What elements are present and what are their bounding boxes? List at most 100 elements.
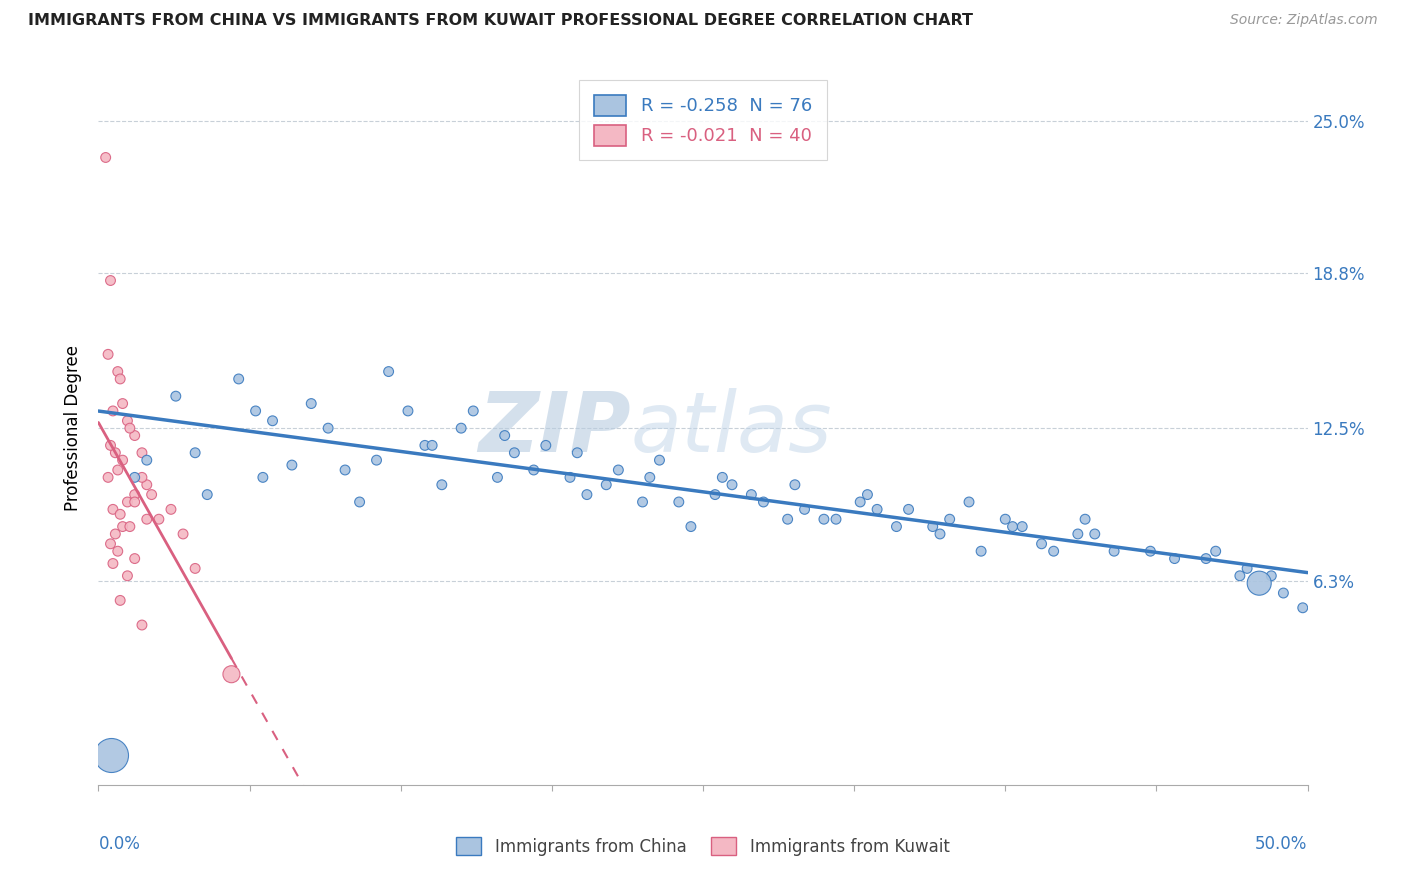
Point bbox=[486, 470, 509, 484]
Point bbox=[131, 470, 153, 484]
Point bbox=[921, 519, 943, 533]
Point bbox=[1292, 600, 1315, 615]
Point bbox=[396, 404, 419, 418]
Point bbox=[679, 519, 702, 533]
Point bbox=[711, 470, 734, 484]
Point bbox=[131, 446, 153, 460]
Text: ZIP: ZIP bbox=[478, 388, 630, 468]
Point bbox=[141, 487, 163, 501]
Point bbox=[111, 396, 134, 410]
Point bbox=[104, 527, 127, 541]
Legend: Immigrants from China, Immigrants from Kuwait: Immigrants from China, Immigrants from K… bbox=[450, 830, 956, 863]
Point bbox=[938, 512, 960, 526]
Text: 0.0%: 0.0% bbox=[98, 835, 141, 853]
Point bbox=[184, 446, 207, 460]
Point bbox=[100, 438, 122, 452]
Point bbox=[1001, 519, 1024, 533]
Point bbox=[1229, 569, 1251, 583]
Point bbox=[118, 421, 141, 435]
Point bbox=[228, 372, 250, 386]
Point bbox=[108, 508, 131, 522]
Point bbox=[740, 487, 762, 501]
Point bbox=[104, 446, 127, 460]
Point bbox=[124, 470, 146, 484]
Point bbox=[813, 512, 835, 526]
Point bbox=[1195, 551, 1218, 566]
Point bbox=[184, 561, 207, 575]
Point bbox=[793, 502, 815, 516]
Point bbox=[567, 446, 589, 460]
Point bbox=[1084, 527, 1107, 541]
Point bbox=[316, 421, 339, 435]
Point bbox=[1031, 537, 1053, 551]
Point bbox=[1074, 512, 1097, 526]
Point bbox=[825, 512, 848, 526]
Point bbox=[131, 618, 153, 632]
Point bbox=[135, 453, 157, 467]
Point bbox=[413, 438, 436, 452]
Point bbox=[94, 151, 117, 165]
Point bbox=[648, 453, 671, 467]
Point bbox=[148, 512, 170, 526]
Point bbox=[101, 557, 124, 571]
Point bbox=[420, 438, 443, 452]
Point bbox=[704, 487, 727, 501]
Point bbox=[108, 372, 131, 386]
Point bbox=[631, 495, 654, 509]
Point bbox=[929, 527, 952, 541]
Point bbox=[1249, 576, 1271, 591]
Point bbox=[463, 404, 485, 418]
Text: IMMIGRANTS FROM CHINA VS IMMIGRANTS FROM KUWAIT PROFESSIONAL DEGREE CORRELATION : IMMIGRANTS FROM CHINA VS IMMIGRANTS FROM… bbox=[28, 13, 973, 29]
Point bbox=[124, 495, 146, 509]
Point bbox=[668, 495, 690, 509]
Point bbox=[245, 404, 267, 418]
Point bbox=[1163, 551, 1185, 566]
Point bbox=[994, 512, 1017, 526]
Point bbox=[333, 463, 356, 477]
Point bbox=[97, 470, 120, 484]
Point bbox=[281, 458, 304, 472]
Point bbox=[252, 470, 274, 484]
Point bbox=[523, 463, 546, 477]
Point bbox=[503, 446, 526, 460]
Point bbox=[752, 495, 775, 509]
Point bbox=[97, 347, 120, 361]
Point bbox=[101, 502, 124, 516]
Point bbox=[349, 495, 371, 509]
Point bbox=[558, 470, 581, 484]
Point bbox=[195, 487, 218, 501]
Point bbox=[494, 428, 516, 442]
Y-axis label: Professional Degree: Professional Degree bbox=[65, 345, 83, 511]
Point bbox=[595, 477, 617, 491]
Point bbox=[866, 502, 889, 516]
Point bbox=[100, 537, 122, 551]
Point bbox=[607, 463, 630, 477]
Point bbox=[1260, 569, 1282, 583]
Text: 50.0%: 50.0% bbox=[1256, 835, 1308, 853]
Text: Source: ZipAtlas.com: Source: ZipAtlas.com bbox=[1230, 13, 1378, 28]
Point bbox=[575, 487, 598, 501]
Point bbox=[1272, 586, 1295, 600]
Point bbox=[165, 389, 187, 403]
Text: atlas: atlas bbox=[630, 388, 832, 468]
Point bbox=[124, 551, 146, 566]
Point bbox=[118, 519, 141, 533]
Point bbox=[776, 512, 799, 526]
Point bbox=[101, 404, 124, 418]
Point bbox=[856, 487, 879, 501]
Point bbox=[1236, 561, 1258, 575]
Point bbox=[172, 527, 194, 541]
Point bbox=[160, 502, 183, 516]
Point bbox=[638, 470, 661, 484]
Point bbox=[108, 593, 131, 607]
Point bbox=[957, 495, 980, 509]
Point bbox=[117, 569, 139, 583]
Point bbox=[366, 453, 388, 467]
Point bbox=[377, 365, 399, 379]
Point bbox=[135, 512, 157, 526]
Point bbox=[262, 414, 284, 428]
Point bbox=[1139, 544, 1161, 558]
Point bbox=[430, 477, 453, 491]
Point bbox=[124, 428, 146, 442]
Point bbox=[124, 487, 146, 501]
